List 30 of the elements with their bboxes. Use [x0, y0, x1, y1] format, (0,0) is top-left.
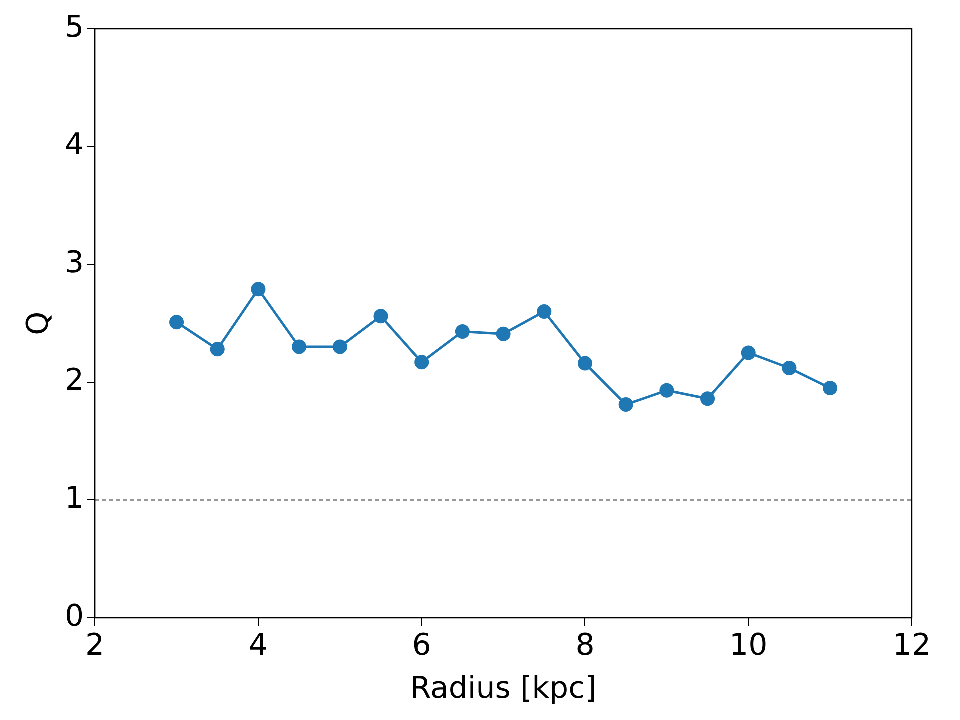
point	[618, 398, 634, 412]
point	[782, 361, 797, 376]
point	[741, 346, 756, 360]
y-axis-title: Q	[20, 312, 56, 336]
point	[578, 356, 592, 371]
y-tick-label: 0	[64, 598, 84, 634]
point	[700, 392, 716, 406]
point	[496, 326, 511, 342]
x-tick-label: 12	[892, 628, 932, 663]
y-tick-label: 3	[64, 245, 84, 280]
point	[332, 340, 348, 354]
y-tick-label: 5	[64, 10, 84, 45]
x-tick-label: 8	[576, 628, 595, 663]
point	[170, 315, 184, 330]
x-axis-title: Radius [kpc]	[410, 670, 597, 706]
x-tick-label: 6	[412, 628, 432, 663]
point	[251, 282, 266, 297]
point	[660, 383, 674, 398]
point	[374, 309, 388, 324]
y-tick-label: 1	[64, 480, 84, 516]
point	[537, 304, 552, 319]
x-tick-label: 10	[730, 628, 768, 663]
point	[823, 381, 838, 396]
point	[292, 340, 307, 354]
point	[455, 324, 470, 339]
point	[414, 355, 430, 370]
point	[210, 342, 225, 357]
y-tick-label: 4	[64, 128, 84, 163]
x-tick-label: 4	[248, 628, 268, 663]
y-tick-label: 2	[64, 363, 84, 398]
